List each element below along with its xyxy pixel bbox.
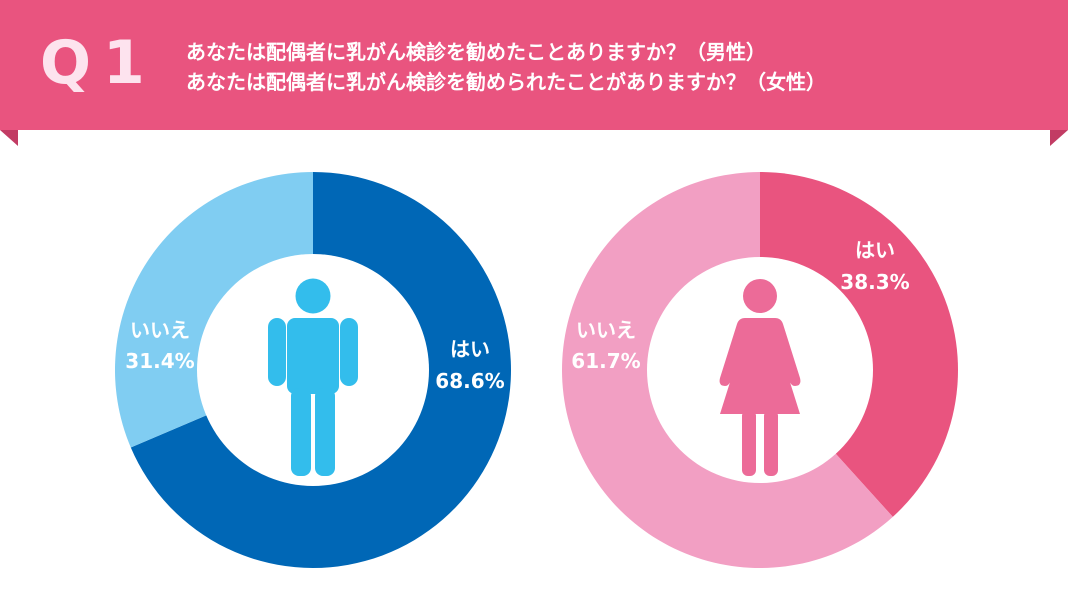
question-number: Q1 (40, 28, 157, 98)
banner-fold-right (1050, 130, 1068, 146)
header-banner (0, 0, 1068, 130)
female-donut-chart: はい 38.3% いいえ 61.7% (561, 172, 958, 568)
female-figure-icon (719, 279, 801, 476)
banner-fold-left (0, 130, 18, 146)
male-value-label-yes: 68.6% (435, 369, 504, 393)
question-line-female: あなたは配偶者に乳がん検診を勧められたことがありますか？（女性） (186, 70, 826, 94)
male-figure-icon (268, 278, 358, 476)
male-value-label-no: 31.4% (125, 349, 194, 373)
question-line-male: あなたは配偶者に乳がん検診を勧めたことありますか？（男性） (186, 40, 766, 64)
female-value-label-yes: 38.3% (840, 270, 909, 294)
female-value-label-no: 61.7% (571, 349, 640, 373)
male-slice-label-no: いいえ (130, 318, 190, 342)
question-text: あなたは配偶者に乳がん検診を勧めたことありますか？（男性） あなたは配偶者に乳が… (186, 37, 826, 97)
female-slice-label-yes: はい (855, 238, 895, 262)
female-slice-label-no: いいえ (576, 318, 636, 342)
male-slice-label-yes: はい (450, 337, 490, 361)
male-donut-chart: はい 68.6% いいえ 31.4% (114, 172, 511, 568)
